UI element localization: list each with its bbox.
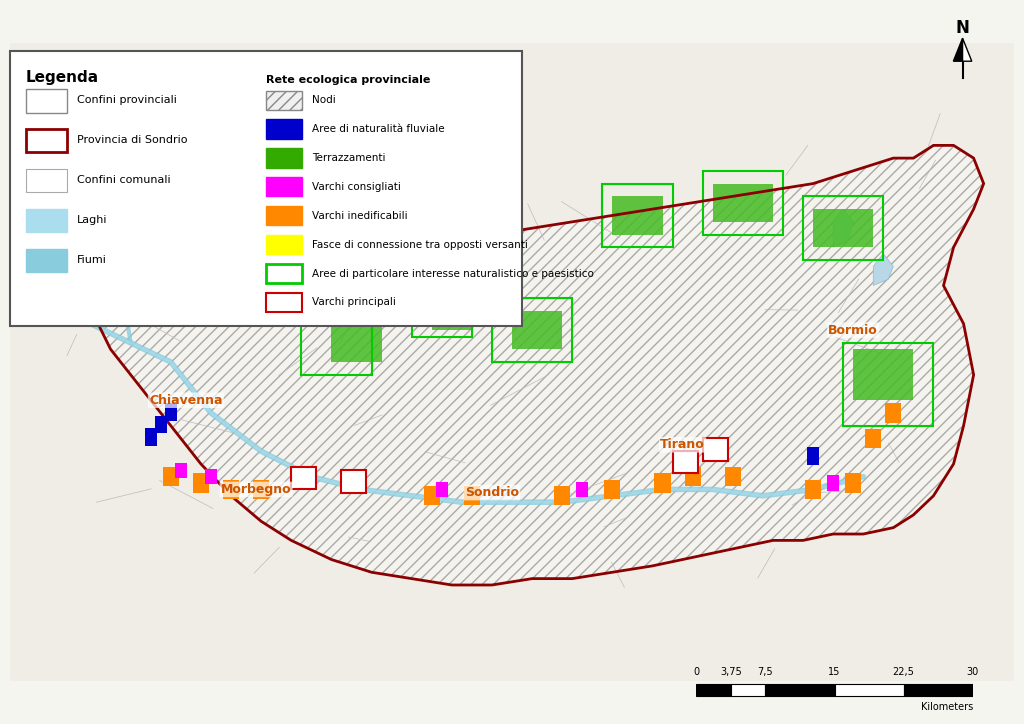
Text: Tirano: Tirano <box>660 438 705 451</box>
Bar <box>223 480 239 499</box>
Bar <box>175 463 186 478</box>
Polygon shape <box>873 253 893 285</box>
Text: Aree di naturalità fluviale: Aree di naturalità fluviale <box>312 124 445 134</box>
Bar <box>886 403 901 423</box>
Polygon shape <box>432 285 472 330</box>
Text: Varchi consigliati: Varchi consigliati <box>312 182 401 192</box>
Text: 30: 30 <box>967 667 979 677</box>
Text: 7,5: 7,5 <box>758 667 773 677</box>
Text: Confini comunali: Confini comunali <box>77 175 170 185</box>
Bar <box>827 476 839 491</box>
Bar <box>266 292 302 312</box>
Bar <box>702 439 728 460</box>
Bar <box>835 684 904 696</box>
Bar <box>464 487 480 505</box>
Polygon shape <box>111 190 131 222</box>
Polygon shape <box>512 311 562 349</box>
Text: Morbegno: Morbegno <box>221 483 292 496</box>
Text: Chiavenna: Chiavenna <box>150 394 222 407</box>
Text: Nodi: Nodi <box>312 95 336 105</box>
Bar <box>766 684 835 696</box>
Text: Varchi principali: Varchi principali <box>312 298 396 308</box>
Text: 22,5: 22,5 <box>893 667 914 677</box>
Bar <box>341 471 367 492</box>
Polygon shape <box>963 38 972 62</box>
Text: Sondrio: Sondrio <box>465 486 519 499</box>
Bar <box>26 169 67 193</box>
Text: N: N <box>955 20 970 38</box>
Text: Terrazzamenti: Terrazzamenti <box>312 153 386 163</box>
Text: Laghi: Laghi <box>77 215 108 225</box>
Bar <box>163 467 179 487</box>
Polygon shape <box>834 209 853 248</box>
Bar <box>26 249 67 272</box>
Bar <box>165 403 177 421</box>
Bar <box>291 467 316 489</box>
Text: Varchi inedificabili: Varchi inedificabili <box>312 211 408 221</box>
Bar <box>26 129 67 153</box>
Text: Provincia di Sondrio: Provincia di Sondrio <box>77 135 187 145</box>
Bar <box>266 90 302 110</box>
Bar <box>266 235 302 254</box>
Text: Aree di particolare interesse naturalistico e paesistico: Aree di particolare interesse naturalist… <box>312 269 594 279</box>
Bar <box>436 481 447 497</box>
Polygon shape <box>953 38 963 62</box>
Bar <box>26 89 67 112</box>
Text: 0: 0 <box>693 667 699 677</box>
Polygon shape <box>612 196 663 235</box>
Bar <box>904 684 973 696</box>
Polygon shape <box>71 107 984 585</box>
Bar <box>26 209 67 232</box>
Bar <box>266 206 302 225</box>
Bar <box>155 416 167 434</box>
Text: Confini provinciali: Confini provinciali <box>77 95 177 105</box>
Bar <box>193 473 209 492</box>
Bar <box>604 480 621 499</box>
Polygon shape <box>332 317 382 362</box>
Bar <box>654 473 671 492</box>
Bar <box>805 480 821 499</box>
Bar <box>731 684 766 696</box>
Bar <box>696 684 731 696</box>
Text: Kilometers: Kilometers <box>921 702 973 712</box>
Bar <box>266 119 302 139</box>
Bar <box>725 467 740 487</box>
Polygon shape <box>813 209 873 248</box>
Bar <box>424 487 439 505</box>
Bar <box>845 473 861 492</box>
Bar <box>554 487 570 505</box>
Text: Bormio: Bormio <box>828 324 878 337</box>
Text: Legenda: Legenda <box>26 70 98 85</box>
Bar <box>144 429 157 446</box>
Bar <box>807 447 819 466</box>
Text: Fiumi: Fiumi <box>77 255 106 265</box>
Polygon shape <box>853 349 913 400</box>
Bar <box>266 148 302 168</box>
Bar <box>253 480 269 499</box>
Text: 15: 15 <box>828 667 841 677</box>
Bar <box>266 264 302 283</box>
Text: Rete ecologica provinciale: Rete ecologica provinciale <box>266 75 431 85</box>
Polygon shape <box>713 184 773 222</box>
Bar <box>685 467 700 487</box>
Bar <box>865 429 882 448</box>
Bar <box>673 451 697 473</box>
Text: Fasce di connessione tra opposti versanti: Fasce di connessione tra opposti versant… <box>312 240 528 250</box>
Bar <box>205 469 217 484</box>
Bar <box>577 481 588 497</box>
Text: 3,75: 3,75 <box>720 667 741 677</box>
Bar <box>266 177 302 196</box>
